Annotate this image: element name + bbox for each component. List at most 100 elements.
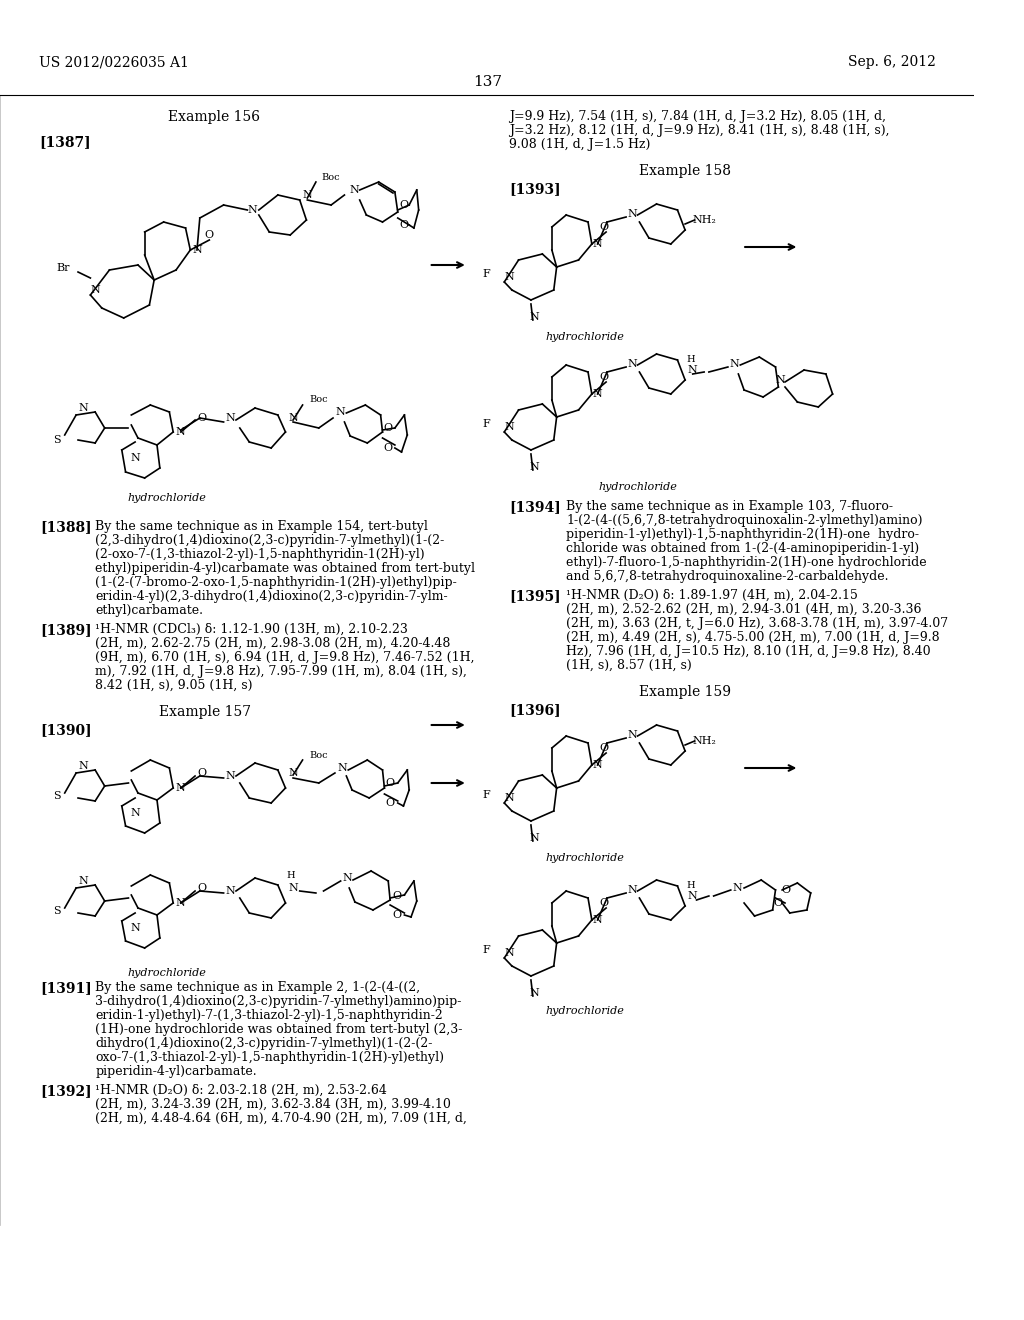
Text: O: O	[384, 422, 393, 433]
Text: O: O	[198, 413, 206, 422]
Text: Example 156: Example 156	[168, 110, 260, 124]
Text: Hz), 7.96 (1H, d, J=10.5 Hz), 8.10 (1H, d, J=9.8 Hz), 8.40: Hz), 7.96 (1H, d, J=10.5 Hz), 8.10 (1H, …	[566, 645, 931, 657]
Text: piperidin-1-yl)ethyl)-1,5-naphthyridin-2(1H)-one  hydro-: piperidin-1-yl)ethyl)-1,5-naphthyridin-2…	[566, 528, 920, 541]
Text: O: O	[392, 909, 401, 920]
Text: US 2012/0226035 A1: US 2012/0226035 A1	[39, 55, 188, 69]
Text: Sep. 6, 2012: Sep. 6, 2012	[848, 55, 935, 69]
Text: H: H	[686, 355, 695, 364]
Text: oxo-7-(1,3-thiazol-2-yl)-1,5-naphthyridin-1(2H)-yl)ethyl): oxo-7-(1,3-thiazol-2-yl)-1,5-naphthyridi…	[95, 1051, 444, 1064]
Text: hydrochloride: hydrochloride	[598, 482, 677, 492]
Text: [1396]: [1396]	[509, 704, 561, 717]
Text: N: N	[504, 422, 514, 432]
Text: ¹H-NMR (D₂O) δ: 1.89-1.97 (4H, m), 2.04-2.15: ¹H-NMR (D₂O) δ: 1.89-1.97 (4H, m), 2.04-…	[566, 589, 858, 602]
Text: O: O	[198, 768, 206, 777]
Text: (2,3-dihydro(1,4)dioxino(2,3-c)pyridin-7-ylmethyl)(1-(2-: (2,3-dihydro(1,4)dioxino(2,3-c)pyridin-7…	[95, 535, 444, 546]
Text: ethyl)-7-fluoro-1,5-naphthyridin-2(1H)-one hydrochloride: ethyl)-7-fluoro-1,5-naphthyridin-2(1H)-o…	[566, 556, 927, 569]
Text: N: N	[225, 771, 236, 781]
Text: [1387]: [1387]	[39, 135, 90, 149]
Text: ethyl)carbamate.: ethyl)carbamate.	[95, 605, 203, 616]
Text: O: O	[399, 201, 409, 210]
Text: (2H, m), 2.52-2.62 (2H, m), 2.94-3.01 (4H, m), 3.20-3.36: (2H, m), 2.52-2.62 (2H, m), 2.94-3.01 (4…	[566, 603, 922, 616]
Text: N: N	[338, 763, 347, 774]
Text: S: S	[53, 791, 60, 801]
Text: (2H, m), 4.48-4.64 (6H, m), 4.70-4.90 (2H, m), 7.09 (1H, d,: (2H, m), 4.48-4.64 (6H, m), 4.70-4.90 (2…	[95, 1111, 467, 1125]
Text: N: N	[732, 883, 742, 894]
Text: By the same technique as in Example 103, 7-fluoro-: By the same technique as in Example 103,…	[566, 500, 893, 513]
Text: N: N	[529, 987, 540, 998]
Text: hydrochloride: hydrochloride	[546, 1006, 625, 1016]
Text: ethyl)piperidin-4-yl)carbamate was obtained from tert-butyl: ethyl)piperidin-4-yl)carbamate was obtai…	[95, 562, 475, 576]
Text: F: F	[482, 418, 490, 429]
Text: O: O	[205, 230, 214, 240]
Text: eridin-4-yl)(2,3-dihydro(1,4)dioxino(2,3-c)pyridin-7-ylm-: eridin-4-yl)(2,3-dihydro(1,4)dioxino(2,3…	[95, 590, 447, 603]
Text: N: N	[504, 948, 514, 958]
Text: N: N	[288, 768, 298, 777]
Text: J=9.9 Hz), 7.54 (1H, s), 7.84 (1H, d, J=3.2 Hz), 8.05 (1H, d,: J=9.9 Hz), 7.54 (1H, s), 7.84 (1H, d, J=…	[509, 110, 886, 123]
Text: O: O	[600, 372, 609, 381]
Text: N: N	[130, 808, 140, 818]
Text: hydrochloride: hydrochloride	[127, 968, 206, 978]
Text: 137: 137	[473, 75, 502, 88]
Text: dihydro(1,4)dioxino(2,3-c)pyridin-7-ylmethyl)(1-(2-(2-: dihydro(1,4)dioxino(2,3-c)pyridin-7-ylme…	[95, 1038, 432, 1049]
Text: N: N	[349, 185, 358, 195]
Text: (9H, m), 6.70 (1H, s), 6.94 (1H, d, J=9.8 Hz), 7.46-7.52 (1H,: (9H, m), 6.70 (1H, s), 6.94 (1H, d, J=9.…	[95, 651, 475, 664]
Text: N: N	[90, 285, 100, 294]
Text: hydrochloride: hydrochloride	[546, 853, 625, 863]
Text: [1392]: [1392]	[40, 1084, 91, 1098]
Text: O: O	[600, 743, 609, 752]
Text: (1-(2-(7-bromo-2-oxo-1,5-naphthyridin-1(2H)-yl)ethyl)pip-: (1-(2-(7-bromo-2-oxo-1,5-naphthyridin-1(…	[95, 576, 457, 589]
Text: N: N	[342, 873, 352, 883]
Text: N: N	[130, 923, 140, 933]
Text: N: N	[775, 375, 785, 385]
Text: N: N	[176, 426, 185, 437]
Text: N: N	[593, 760, 602, 770]
Text: (2-oxo-7-(1,3-thiazol-2-yl)-1,5-naphthyridin-1(2H)-yl): (2-oxo-7-(1,3-thiazol-2-yl)-1,5-naphthyr…	[95, 548, 425, 561]
Text: Br: Br	[56, 263, 70, 273]
Text: m), 7.92 (1H, d, J=9.8 Hz), 7.95-7.99 (1H, m), 8.04 (1H, s),: m), 7.92 (1H, d, J=9.8 Hz), 7.95-7.99 (1…	[95, 665, 467, 678]
Text: [1390]: [1390]	[40, 723, 91, 737]
Text: N: N	[628, 730, 638, 741]
Text: N: N	[504, 793, 514, 803]
Text: O: O	[600, 222, 609, 232]
Text: (2H, m), 2.62-2.75 (2H, m), 2.98-3.08 (2H, m), 4.20-4.48: (2H, m), 2.62-2.75 (2H, m), 2.98-3.08 (2…	[95, 638, 451, 649]
Text: Example 157: Example 157	[159, 705, 251, 719]
Text: [1388]: [1388]	[40, 520, 91, 535]
Text: hydrochloride: hydrochloride	[546, 333, 625, 342]
Text: N: N	[628, 884, 638, 895]
Text: N: N	[688, 891, 697, 902]
Text: 3-dihydro(1,4)dioxino(2,3-c)pyridin-7-ylmethyl)amino)pip-: 3-dihydro(1,4)dioxino(2,3-c)pyridin-7-yl…	[95, 995, 462, 1008]
Text: and 5,6,7,8-tetrahydroquinoxaline-2-carbaldehyde.: and 5,6,7,8-tetrahydroquinoxaline-2-carb…	[566, 570, 889, 583]
Text: N: N	[688, 366, 697, 375]
Text: N: N	[504, 272, 514, 282]
Text: N: N	[593, 389, 602, 399]
Text: N: N	[529, 312, 540, 322]
Text: (2H, m), 3.24-3.39 (2H, m), 3.62-3.84 (3H, m), 3.99-4.10: (2H, m), 3.24-3.39 (2H, m), 3.62-3.84 (3…	[95, 1098, 451, 1111]
Text: N: N	[176, 783, 185, 793]
Text: By the same technique as in Example 2, 1-(2-(4-((2,: By the same technique as in Example 2, 1…	[95, 981, 420, 994]
Text: H: H	[686, 882, 695, 891]
Text: O: O	[392, 891, 401, 902]
Text: N: N	[529, 833, 540, 843]
Text: By the same technique as in Example 154, tert-butyl: By the same technique as in Example 154,…	[95, 520, 428, 533]
Text: [1393]: [1393]	[509, 182, 561, 195]
Text: N: N	[628, 359, 638, 370]
Text: N: N	[288, 413, 298, 422]
Text: N: N	[79, 403, 89, 413]
Text: Boc: Boc	[322, 173, 340, 182]
Text: N: N	[225, 886, 236, 896]
Text: F: F	[482, 945, 490, 954]
Text: chloride was obtained from 1-(2-(4-aminopiperidin-1-yl): chloride was obtained from 1-(2-(4-amino…	[566, 543, 920, 554]
Text: N: N	[247, 205, 257, 215]
Text: [1391]: [1391]	[40, 981, 92, 995]
Text: F: F	[482, 269, 490, 279]
Text: O: O	[198, 883, 206, 894]
Text: 9.08 (1H, d, J=1.5 Hz): 9.08 (1H, d, J=1.5 Hz)	[509, 139, 650, 150]
Text: N: N	[593, 915, 602, 925]
Text: N: N	[225, 413, 236, 422]
Text: N: N	[193, 246, 202, 255]
Text: Example 159: Example 159	[639, 685, 731, 700]
Text: hydrochloride: hydrochloride	[127, 492, 206, 503]
Text: (1H)-one hydrochloride was obtained from tert-butyl (2,3-: (1H)-one hydrochloride was obtained from…	[95, 1023, 463, 1036]
Text: (1H, s), 8.57 (1H, s): (1H, s), 8.57 (1H, s)	[566, 659, 692, 672]
Text: 8.42 (1H, s), 9.05 (1H, s): 8.42 (1H, s), 9.05 (1H, s)	[95, 678, 253, 692]
